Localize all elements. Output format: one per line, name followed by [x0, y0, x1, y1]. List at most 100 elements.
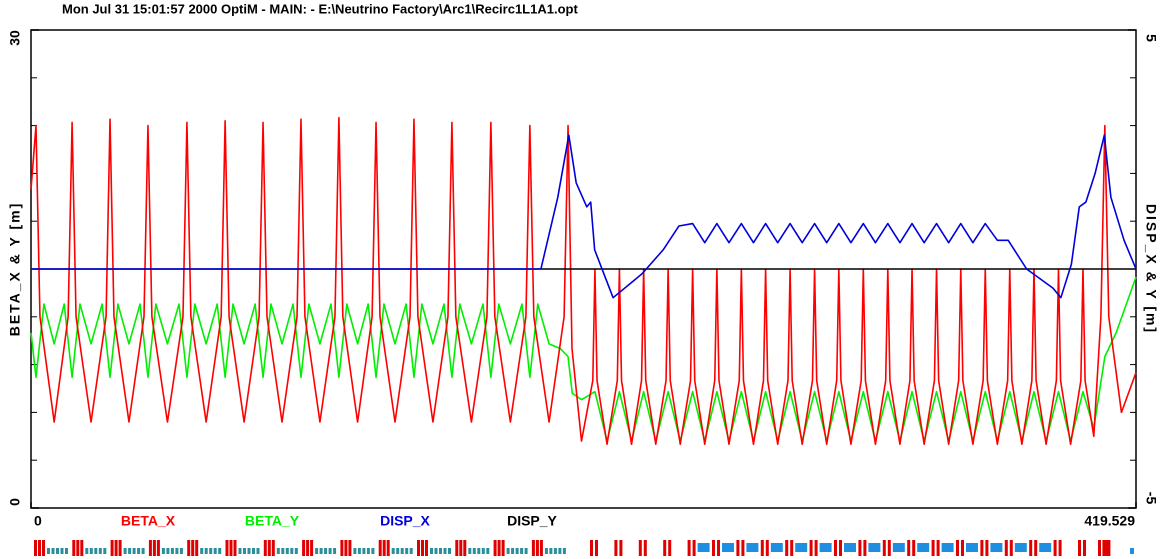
dipole — [663, 540, 667, 556]
x-tick-label: 0 — [34, 513, 42, 529]
dipole — [638, 540, 642, 556]
dipole — [1083, 540, 1086, 556]
quad — [868, 543, 881, 552]
quad — [770, 543, 783, 552]
dipole — [34, 540, 37, 556]
quad — [448, 548, 451, 554]
dipole — [858, 540, 862, 556]
quad — [65, 548, 68, 554]
dipole — [912, 540, 916, 556]
quad — [486, 548, 490, 554]
dipole — [459, 540, 463, 556]
quad — [56, 548, 59, 554]
dipole — [156, 540, 160, 556]
quad — [477, 548, 481, 554]
quad — [132, 548, 136, 554]
quad — [1039, 543, 1052, 552]
quad — [396, 548, 400, 554]
quad — [213, 548, 217, 554]
dipole — [814, 540, 818, 556]
dipole — [233, 540, 237, 556]
quad — [405, 548, 409, 554]
dipole — [668, 540, 672, 556]
dipole — [785, 540, 789, 556]
quad — [94, 548, 98, 554]
legend-entry: DISP_Y — [507, 513, 557, 529]
dipole — [378, 540, 382, 556]
quad — [209, 548, 213, 554]
quad — [103, 548, 107, 554]
quad — [252, 548, 255, 554]
y-tick-label: 0 — [7, 498, 23, 506]
dipole — [267, 540, 271, 556]
quad — [247, 548, 251, 554]
dipole — [417, 540, 420, 556]
dipole — [936, 540, 940, 556]
dipole — [539, 540, 543, 556]
dipole — [1004, 540, 1008, 556]
quad — [175, 548, 179, 554]
y2-tick-label: 5 — [1143, 34, 1159, 42]
y-axis-title: BETA_X & Y [m] — [7, 202, 23, 337]
dipole — [501, 540, 505, 556]
quad — [558, 548, 562, 554]
dipole — [76, 540, 80, 556]
quad — [746, 543, 759, 552]
legend-entry: BETA_X — [121, 513, 176, 529]
quad — [506, 548, 510, 554]
quad — [990, 543, 1003, 552]
quad — [141, 548, 145, 554]
dipole — [809, 540, 813, 556]
quad — [238, 548, 242, 554]
dipole — [535, 540, 539, 556]
dipole — [531, 540, 535, 556]
dipole — [1098, 540, 1101, 556]
dipole — [271, 540, 275, 556]
quad — [434, 548, 438, 554]
quad — [409, 548, 413, 554]
quad — [170, 548, 174, 554]
quad — [204, 548, 208, 554]
dipole — [1053, 540, 1057, 556]
quad — [294, 548, 298, 554]
quad — [844, 543, 856, 552]
dipole — [687, 540, 691, 556]
quad — [439, 548, 442, 554]
dipole — [152, 540, 156, 556]
quad — [553, 548, 557, 554]
quad — [371, 548, 375, 554]
quad — [795, 543, 808, 552]
quad — [1014, 543, 1027, 552]
dipole — [229, 540, 233, 556]
quad — [472, 548, 476, 554]
quad — [256, 548, 260, 554]
quad — [357, 548, 361, 554]
dipole — [72, 540, 76, 556]
quad — [1130, 548, 1134, 554]
dipole — [302, 540, 306, 556]
y2-tick-label: -5 — [1143, 492, 1159, 505]
quad — [366, 548, 370, 554]
quad — [319, 548, 323, 554]
quad — [941, 543, 954, 552]
quad — [315, 548, 319, 554]
dipole — [421, 540, 424, 556]
dipole — [455, 540, 459, 556]
dipole — [882, 540, 886, 556]
dipole — [1105, 540, 1108, 556]
quad — [443, 548, 447, 554]
dipole — [839, 540, 842, 556]
quad — [85, 548, 89, 554]
quad — [161, 548, 165, 554]
chart-title: Mon Jul 31 15:01:57 2000 OptiM - MAIN: -… — [62, 1, 578, 16]
quad — [819, 543, 832, 552]
dipole — [497, 540, 501, 556]
quad — [179, 548, 183, 554]
dipole — [956, 540, 959, 556]
quad — [290, 548, 294, 554]
quad — [218, 548, 222, 554]
quad — [200, 548, 204, 554]
quad — [60, 548, 64, 554]
dipole — [382, 540, 386, 556]
